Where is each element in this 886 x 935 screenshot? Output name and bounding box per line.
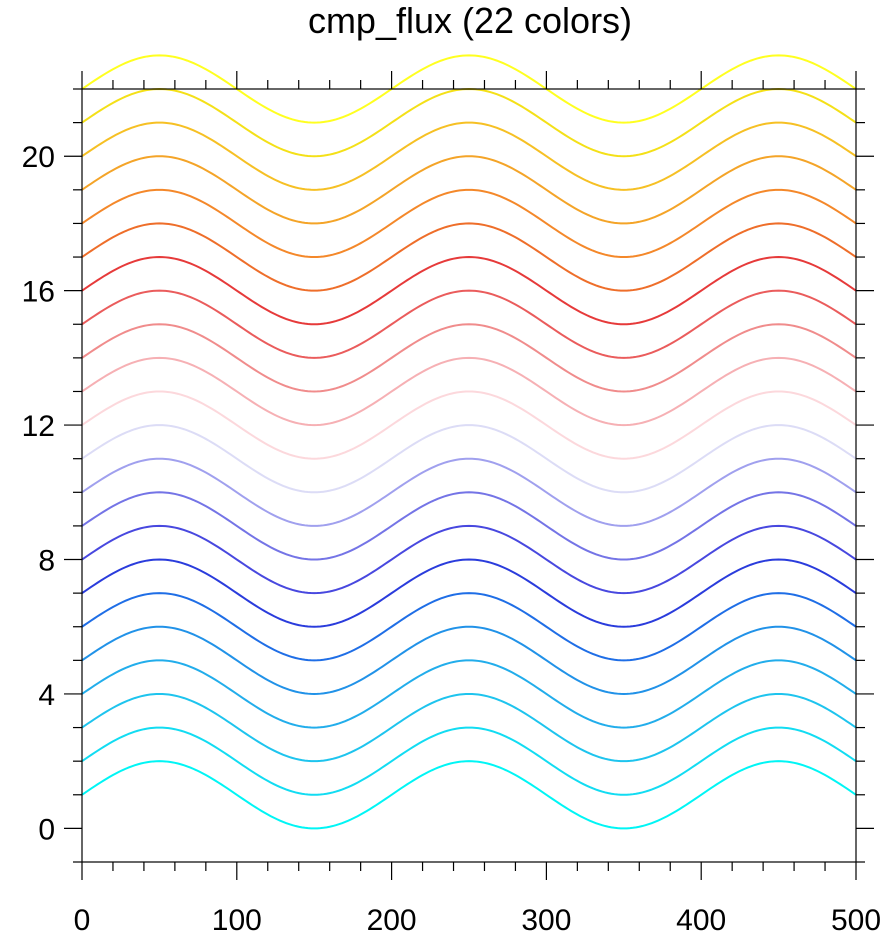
x-tick-label: 200 — [367, 904, 417, 935]
series-line-15 — [81, 289, 857, 359]
series-line-11 — [81, 424, 857, 494]
series-line-14 — [81, 323, 857, 393]
series-line-4 — [81, 659, 857, 729]
series-line-6 — [81, 592, 857, 662]
series-line-9 — [81, 491, 857, 561]
series-line-18 — [81, 188, 857, 259]
series-line-16 — [81, 256, 857, 326]
series-line-10 — [81, 457, 857, 527]
series-line-7 — [81, 558, 857, 628]
x-tick-label: 300 — [521, 904, 571, 935]
x-tick-label: 100 — [212, 904, 262, 935]
y-tick-label: 0 — [38, 813, 55, 846]
series-line-5 — [81, 625, 857, 695]
series-line-2 — [81, 726, 857, 796]
y-tick-label: 20 — [22, 141, 55, 174]
plot-frame — [81, 88, 857, 863]
y-tick-label: 12 — [22, 410, 55, 443]
series-line-20 — [81, 121, 857, 191]
series-line-13 — [81, 356, 857, 427]
x-tick-label: 0 — [74, 904, 91, 935]
series-line-3 — [81, 692, 857, 763]
x-tick-label: 500 — [831, 904, 881, 935]
y-tick-label: 4 — [38, 679, 55, 712]
series-line-22 — [81, 54, 857, 124]
tick-labels-layer: 0 100 200 300 400 500 0 4 8 12 16 20 — [22, 141, 881, 935]
series-line-17 — [81, 222, 857, 292]
y-tick-label: 8 — [38, 545, 55, 578]
chart-title: cmp_flux (22 colors) — [308, 0, 632, 41]
y-tick-label: 16 — [22, 276, 55, 309]
series-layer — [81, 54, 857, 830]
x-tick-label: 400 — [676, 904, 726, 935]
series-line-1 — [81, 760, 857, 830]
series-line-19 — [81, 155, 857, 225]
series-line-8 — [81, 524, 857, 595]
series-line-12 — [81, 390, 857, 460]
ticks-layer — [64, 71, 874, 880]
